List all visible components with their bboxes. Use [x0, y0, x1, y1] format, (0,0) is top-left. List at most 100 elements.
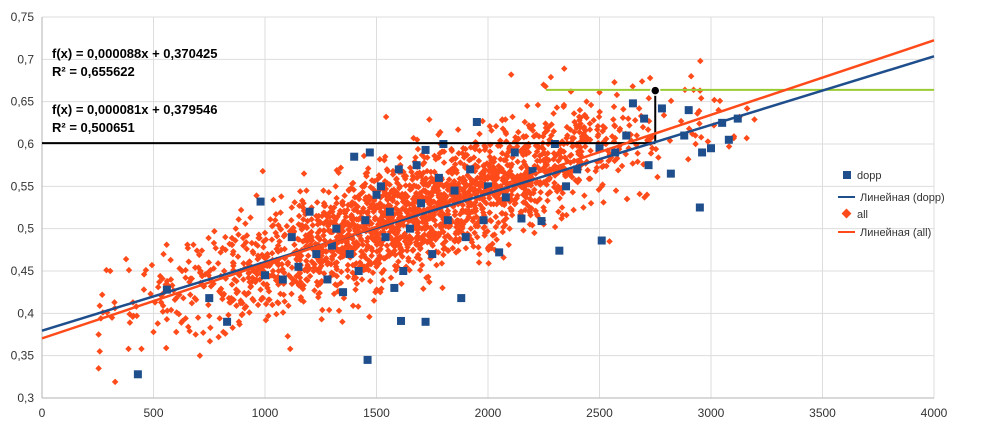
point-all	[323, 255, 330, 262]
trendline	[41, 55, 935, 332]
point-all	[291, 241, 298, 249]
y-tick-label: 0,55	[11, 179, 35, 193]
point-all	[247, 283, 254, 291]
point-all	[163, 316, 171, 323]
point-all	[365, 260, 372, 268]
point-all	[399, 253, 406, 260]
point-all	[259, 167, 267, 175]
y-tick-label: 0,45	[11, 264, 35, 278]
point-all	[325, 213, 333, 221]
point-all	[540, 204, 547, 211]
point-dopp	[597, 236, 606, 245]
point-all	[241, 289, 248, 297]
point-all	[550, 128, 558, 135]
point-all	[142, 266, 150, 274]
point-all	[468, 178, 476, 185]
point-all	[531, 197, 539, 204]
point-all	[485, 246, 492, 254]
point-all	[431, 152, 438, 160]
equation-dopp-r2: R² = 0,500651	[52, 120, 135, 135]
point-all	[459, 221, 467, 228]
point-all	[481, 146, 489, 154]
point-all	[190, 241, 197, 249]
point-all	[493, 200, 500, 208]
point-all	[370, 297, 378, 304]
point-all	[400, 222, 407, 229]
point-all	[438, 209, 446, 216]
point-all	[540, 157, 548, 165]
point-dopp	[397, 316, 406, 325]
point-all	[570, 206, 577, 214]
point-all	[521, 118, 529, 126]
point-all	[373, 202, 380, 210]
point-all	[492, 213, 500, 221]
point-all	[196, 352, 204, 359]
point-all	[446, 234, 454, 242]
point-all	[583, 98, 590, 105]
point-all	[376, 173, 384, 181]
point-dopp	[510, 148, 519, 157]
point-dopp	[640, 114, 649, 123]
point-all	[378, 285, 385, 293]
point-all	[212, 244, 219, 252]
point-dopp	[517, 214, 526, 223]
point-all	[455, 217, 463, 225]
point-all	[552, 152, 560, 160]
point-all	[163, 241, 170, 249]
point-all	[447, 166, 454, 174]
point-all	[423, 274, 430, 282]
trendlines	[41, 39, 935, 340]
point-all	[325, 189, 333, 196]
point-all	[344, 206, 351, 214]
point-dopp	[162, 285, 171, 294]
point-all	[278, 193, 285, 200]
point-all	[448, 156, 455, 164]
point-dopp	[421, 317, 430, 326]
point-all	[537, 189, 544, 196]
point-all	[184, 241, 191, 249]
point-all	[599, 181, 606, 188]
point-all	[386, 190, 393, 198]
point-all	[339, 318, 346, 326]
point-all	[445, 247, 452, 254]
highlight-marker	[650, 85, 661, 96]
point-dopp	[223, 317, 232, 326]
point-all	[389, 197, 397, 204]
point-all	[406, 239, 414, 247]
point-dopp	[412, 161, 421, 170]
point-all	[409, 246, 417, 254]
point-all	[503, 152, 511, 160]
point-all	[148, 261, 156, 269]
point-all	[389, 167, 397, 175]
point-all	[535, 133, 543, 140]
point-all	[279, 268, 287, 276]
point-all	[274, 299, 281, 306]
equation-all-r2: R² = 0,655622	[52, 64, 135, 79]
point-all	[692, 140, 699, 148]
point-all	[314, 229, 322, 237]
point-all	[477, 170, 485, 177]
point-all	[476, 183, 484, 190]
point-dopp	[390, 283, 399, 292]
point-all	[222, 233, 229, 241]
point-all	[638, 78, 646, 85]
point-all	[265, 312, 272, 320]
point-all	[654, 173, 661, 181]
point-all	[215, 333, 222, 341]
point-all	[493, 236, 500, 243]
point-dopp	[345, 250, 354, 259]
point-all	[396, 154, 403, 161]
point-all	[192, 331, 199, 338]
point-all	[486, 194, 493, 202]
point-all	[321, 210, 329, 217]
point-all	[526, 195, 534, 203]
point-all	[485, 260, 492, 267]
point-all	[185, 258, 192, 265]
point-all	[284, 259, 292, 266]
legend-all-trend-label: Линейная (all)	[860, 227, 931, 239]
point-all	[167, 256, 174, 264]
point-all	[255, 234, 262, 242]
point-all	[467, 225, 475, 232]
point-all	[307, 232, 314, 239]
point-all	[492, 122, 500, 130]
